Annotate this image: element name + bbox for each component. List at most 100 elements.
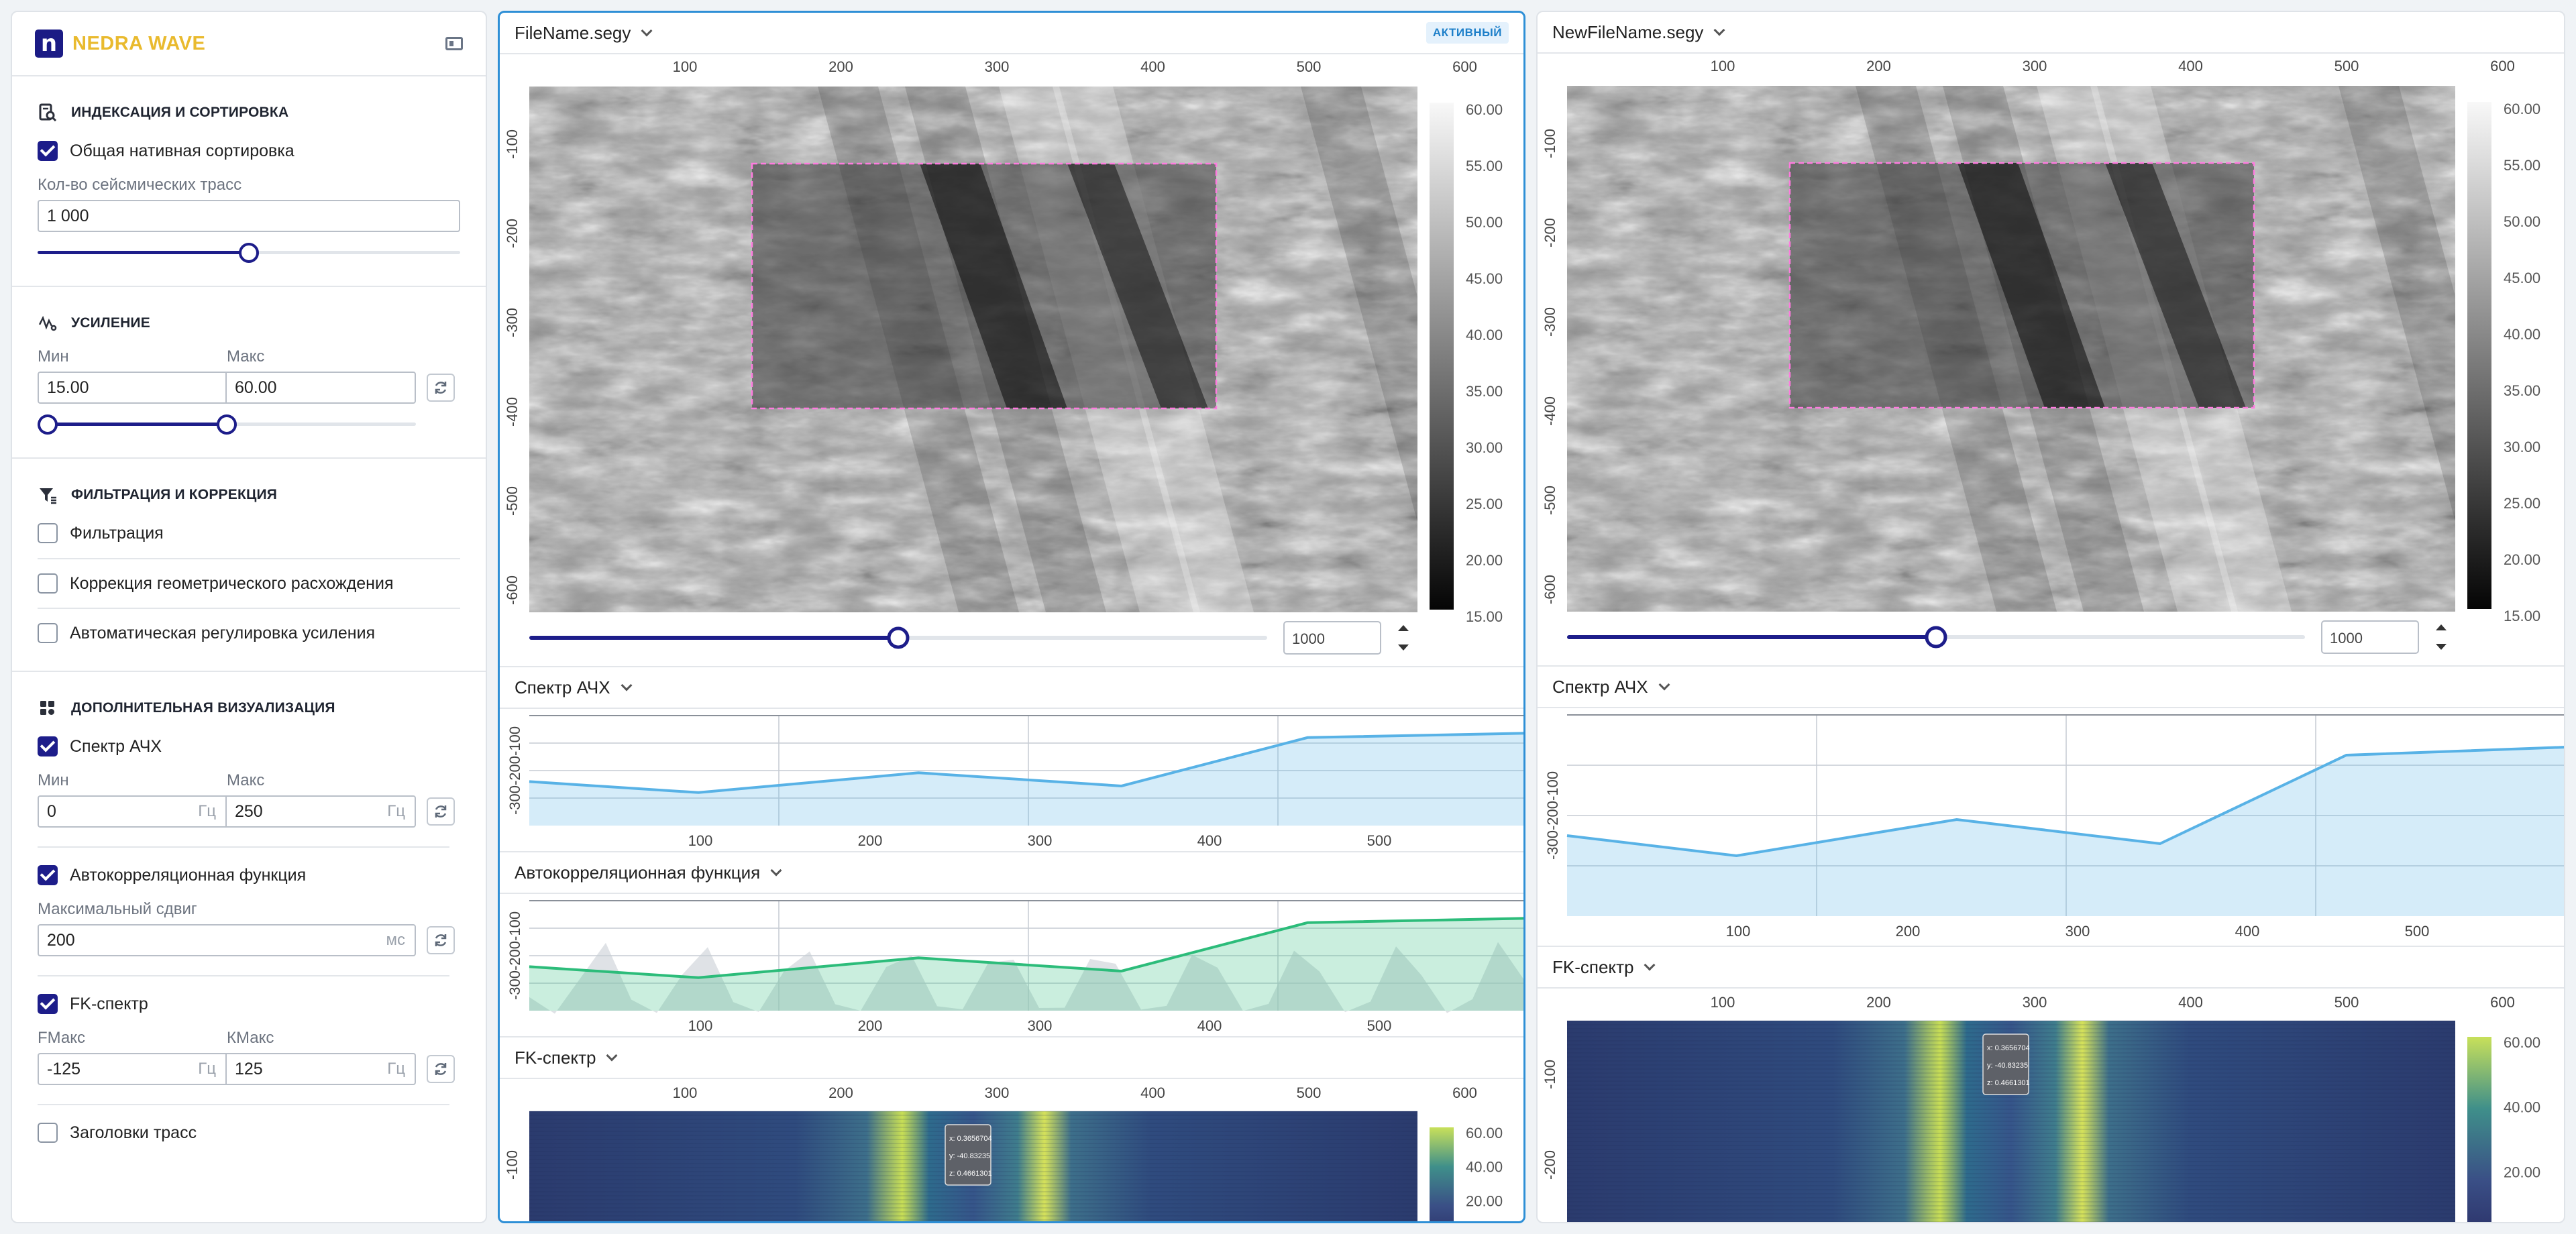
range-high-handle[interactable] xyxy=(217,414,237,435)
gain-range-slider[interactable] xyxy=(38,410,416,437)
spin-down-icon[interactable] xyxy=(2436,644,2447,650)
x-tick-label: 100 xyxy=(1711,58,1735,74)
x-tick-label: 100 xyxy=(688,832,713,849)
colorbar-tick-label: 45.00 xyxy=(1466,270,1503,287)
geometric-correction-checkbox[interactable]: Коррекция геометрического расхождения xyxy=(38,558,460,608)
app-logo: n xyxy=(35,30,63,58)
fk-spectrum-view[interactable]: 100200300400500600-10060.0040.0020.000.0… xyxy=(500,1079,1525,1223)
area-fill xyxy=(529,733,1523,826)
file-selector[interactable]: NewFileName.segy xyxy=(1552,21,1704,42)
spin-up-icon[interactable] xyxy=(2436,624,2447,630)
x-tick-label: 300 xyxy=(2023,994,2047,1011)
collapse-sidebar-icon[interactable] xyxy=(445,37,463,50)
slider-handle[interactable] xyxy=(1925,626,1947,649)
panel-header: FileName.segy АКТИВНЫЙ xyxy=(500,13,1523,54)
seismic-section-view[interactable]: 100 200 300 400 500 600 -100 -200 -300 -400 -500 -6… xyxy=(500,54,1525,666)
x-tick-label: 200 xyxy=(828,58,853,75)
chevron-down-icon[interactable] xyxy=(641,25,653,37)
spectrum-max-input[interactable]: 250 Гц xyxy=(227,795,416,828)
reset-icon[interactable] xyxy=(427,926,455,954)
spectrum-chart: -300-200-100 100 200 300 400 500 xyxy=(1544,714,2564,940)
reset-icon[interactable] xyxy=(427,374,455,402)
autocorrelation-checkbox[interactable]: Автокорреляционная функция xyxy=(38,856,460,895)
x-tick-label: 600 xyxy=(2490,58,2515,74)
area-fill xyxy=(529,918,1523,1011)
seismic-panel-1[interactable]: FileName.segy АКТИВНЫЙ 100 200 300 400 500 60… xyxy=(498,11,1525,1223)
gain-min-input[interactable]: 15.00 xyxy=(38,372,227,404)
colorbar-tick-label: 30.00 xyxy=(2504,439,2540,455)
spectrum-header: Спектр АЧХ xyxy=(1538,665,2564,708)
y-tick-label: -300-200-100 xyxy=(1544,771,1561,860)
chevron-down-icon[interactable] xyxy=(1644,959,1656,971)
fk-header: FK-спектр xyxy=(500,1036,1523,1079)
kmax-input[interactable]: 125 Гц xyxy=(227,1053,416,1085)
fmax-input[interactable]: -125 Гц xyxy=(38,1053,227,1085)
trace-headers-checkbox[interactable]: Заголовки трасс xyxy=(38,1113,460,1152)
seismic-panel-2[interactable]: NewFileName.segy 100 200 300 400 500 600 -100 -… xyxy=(1536,11,2565,1223)
trace-count-slider[interactable] xyxy=(38,239,460,266)
y-tick-label: -300-200-100 xyxy=(506,911,523,1000)
fk-spectrum-checkbox[interactable]: FK-спектр xyxy=(38,985,460,1023)
fk-tooltip-line: x: 0.3656704 xyxy=(1987,1044,2030,1052)
x-tick-label: 100 xyxy=(1726,923,1751,940)
x-tick-label: 400 xyxy=(1197,832,1222,849)
reset-icon[interactable] xyxy=(427,1055,455,1083)
spin-up-icon[interactable] xyxy=(1398,625,1409,631)
range-low-handle[interactable] xyxy=(38,414,58,435)
colorbar-tick-label: 25.00 xyxy=(1466,496,1503,512)
x-tick-label: 300 xyxy=(1028,1017,1053,1034)
y-tick-label: -500 xyxy=(1542,486,1558,515)
x-tick-label: 100 xyxy=(688,1017,713,1034)
chevron-down-icon[interactable] xyxy=(606,1050,618,1062)
x-tick-label: 300 xyxy=(1028,832,1053,849)
x-tick-label: 400 xyxy=(1140,58,1165,75)
chevron-down-icon[interactable] xyxy=(621,679,633,691)
x-tick-label: 400 xyxy=(1140,1084,1165,1101)
seismic-image xyxy=(1567,86,2455,612)
fk-tooltip-line: z: 0.4661301 xyxy=(1987,1079,2030,1087)
colorbar-tick-label: 20.00 xyxy=(1466,552,1503,569)
max-shift-input[interactable]: 200 мс xyxy=(38,924,416,956)
chevron-down-icon[interactable] xyxy=(1658,679,1670,691)
y-tick-label: -600 xyxy=(504,575,521,605)
native-sort-checkbox[interactable]: Общая нативная сортировка xyxy=(38,131,460,170)
slider-handle[interactable] xyxy=(887,626,910,649)
file-selector[interactable]: FileName.segy xyxy=(515,22,631,43)
colorbar-tick-label: 40.00 xyxy=(2504,326,2540,343)
x-tick-label: 600 xyxy=(1452,58,1477,75)
filtering-title: ФИЛЬТРАЦИЯ И КОРРЕКЦИЯ xyxy=(71,487,278,502)
spectrum-checkbox[interactable]: Спектр АЧХ xyxy=(38,727,460,766)
spin-down-icon[interactable] xyxy=(1398,644,1409,651)
trace-slider-fill xyxy=(1567,635,1936,639)
seismic-section-view[interactable]: 100 200 300 400 500 600 -100 -200 -300 -400 -500 -6… xyxy=(1538,54,2565,665)
x-tick-label: 200 xyxy=(1866,994,1891,1011)
area-fill xyxy=(1567,747,2564,916)
colorbar-tick-label: 20.00 xyxy=(2504,551,2540,568)
filtering-checkbox[interactable]: Фильтрация xyxy=(38,514,460,553)
x-tick-label: 200 xyxy=(858,832,883,849)
gain-max-input[interactable]: 60.00 xyxy=(227,372,416,404)
trace-number-input[interactable] xyxy=(2321,620,2419,654)
x-tick-label: 100 xyxy=(673,58,698,75)
x-tick-label: 200 xyxy=(858,1017,883,1034)
slider-handle[interactable] xyxy=(239,243,259,263)
fk-spectrum-view[interactable]: 100 200 300 400 500 600 -100 -200 60.00 40.00 20.0… xyxy=(1538,989,2565,1223)
x-tick-label: 500 xyxy=(2405,923,2430,940)
x-tick-label: 500 xyxy=(1367,1017,1392,1034)
trace-count-input[interactable]: 1 000 xyxy=(38,200,460,232)
colorbar-tick-label: 35.00 xyxy=(2504,382,2540,399)
spectrum-min-input[interactable]: 0 Гц xyxy=(38,795,227,828)
chevron-down-icon[interactable] xyxy=(770,864,782,877)
fk-colorbar xyxy=(2467,1037,2491,1222)
trace-number-input[interactable] xyxy=(1283,621,1381,655)
x-tick-label: 300 xyxy=(2023,58,2047,74)
x-tick-label: 500 xyxy=(1297,1084,1322,1101)
indexing-title: ИНДЕКСАЦИЯ И СОРТИРОВКА xyxy=(71,105,289,120)
checkbox-checked[interactable] xyxy=(38,141,58,161)
y-tick-label: -500 xyxy=(504,486,521,516)
x-tick-label: 500 xyxy=(2334,994,2359,1011)
fk-tooltip-line: y: -40.83235 xyxy=(1987,1062,2028,1070)
auto-gain-checkbox[interactable]: Автоматическая регулировка усиления xyxy=(38,608,460,657)
reset-icon[interactable] xyxy=(427,797,455,826)
chevron-down-icon[interactable] xyxy=(1713,24,1725,36)
